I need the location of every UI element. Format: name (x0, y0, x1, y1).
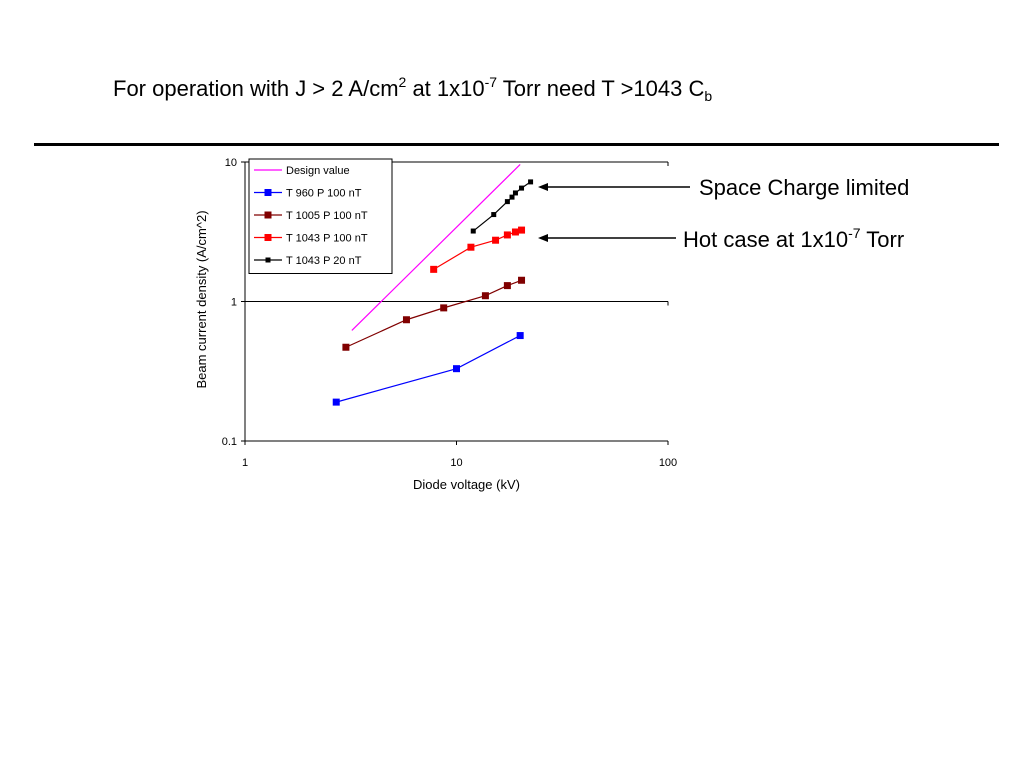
slide-title: For operation with J > 2 A/cm2 at 1x10-7… (113, 74, 713, 104)
data-point (430, 265, 438, 273)
data-point (511, 228, 519, 236)
data-point (481, 292, 489, 300)
axis-ticks: 0.1 1 10 1 10 100 Diode voltage (kV) Beam curre… (194, 157, 677, 492)
series-layer (332, 164, 534, 406)
legend-swatch-marker (265, 257, 271, 263)
series-line-1 (336, 335, 521, 403)
title-main: For operation with J > 2 A/cm (113, 76, 399, 101)
hot-case-main: Hot case at 1x10 (683, 227, 849, 252)
data-point (332, 398, 340, 406)
legend-swatch-marker (264, 189, 272, 196)
legend: Design value T 960 P 100 nT T 1005 P 100 n… (248, 158, 393, 274)
data-point (503, 231, 511, 239)
y-tick-label: 1 (231, 297, 237, 309)
data-point (402, 316, 410, 324)
space-charge-arrow-head (538, 183, 548, 191)
data-point (453, 365, 460, 373)
data-point (342, 343, 350, 351)
title-sub: b (704, 88, 713, 104)
data-point (518, 226, 526, 234)
data-point (467, 243, 475, 251)
y-tick-label: 0.1 (222, 436, 237, 448)
title-sup-1: 2 (398, 74, 407, 90)
title-end: Torr need T >1043 C (497, 76, 705, 101)
legend-label: T 960 P 100 nT (286, 188, 362, 200)
x-tick-label: 1 (242, 457, 248, 469)
y-tick-label: 10 (225, 157, 237, 169)
hot-case-end: Torr (860, 227, 905, 252)
legend-label: T 1005 P 100 nT (286, 210, 368, 222)
y-axis-title: Beam current density (A/cm^2) (194, 210, 209, 388)
series-line-0 (351, 164, 521, 331)
title-divider (34, 143, 999, 146)
series-line-2 (345, 279, 522, 348)
x-axis-title: Diode voltage (kV) (413, 477, 520, 492)
legend-box (248, 158, 393, 274)
data-point (492, 236, 500, 244)
data-point (440, 304, 448, 312)
legend-swatch-marker (264, 211, 272, 219)
data-point (470, 228, 476, 234)
data-point (503, 282, 511, 290)
legend-label: Design value (286, 165, 350, 177)
data-point (491, 212, 497, 218)
data-point (518, 276, 526, 284)
title-mid: at 1x10 (406, 76, 485, 101)
hot-case-arrow-head (538, 234, 548, 242)
hot-case-label: Hot case at 1x10-7 Torr (683, 225, 905, 253)
data-point (512, 190, 518, 196)
x-tick-label: 10 (450, 457, 462, 469)
data-point (528, 179, 534, 185)
data-point (509, 194, 515, 200)
title-sup-2: -7 (484, 74, 498, 90)
annotation-arrows (538, 183, 690, 242)
data-point (504, 199, 510, 205)
data-point (516, 332, 524, 340)
x-tick-label: 100 (659, 457, 677, 469)
legend-swatch-marker (264, 234, 272, 241)
data-point (519, 185, 525, 191)
legend-label: T 1043 P 100 nT (286, 233, 368, 245)
hot-case-sup: -7 (848, 225, 861, 241)
space-charge-label: Space Charge limited (699, 175, 910, 200)
legend-label: T 1043 P 20 nT (286, 255, 362, 267)
